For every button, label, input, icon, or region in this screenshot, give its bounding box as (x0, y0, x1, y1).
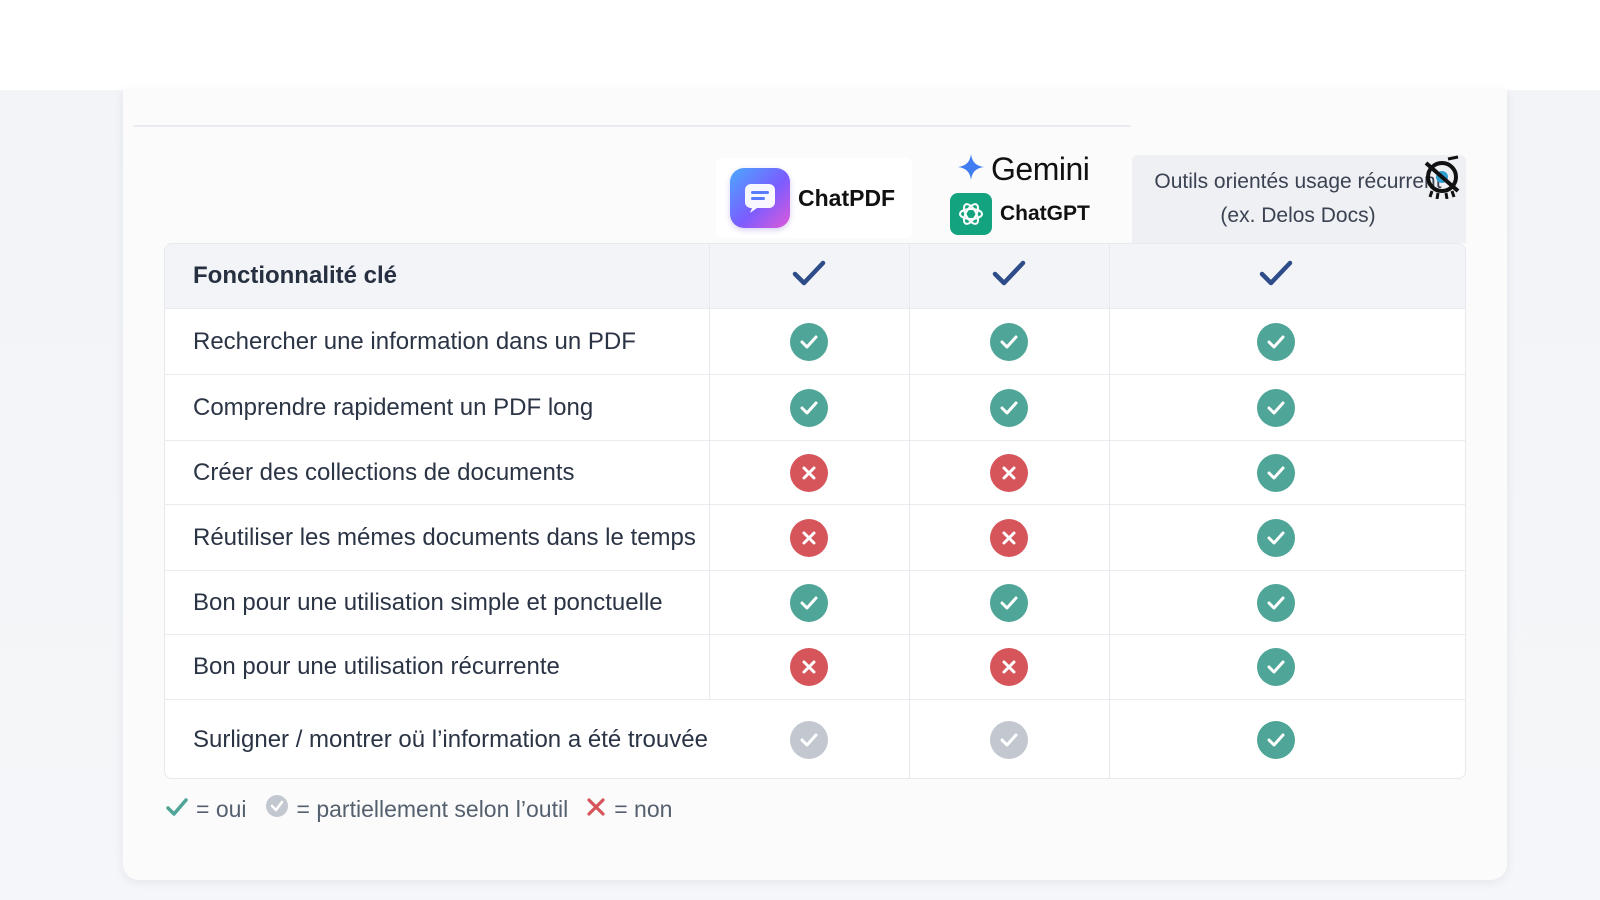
table-cell (909, 571, 1109, 634)
table-row: Bon pour une utilisation récurrente (165, 634, 1465, 699)
cross-circle-icon (790, 648, 828, 686)
check-circle-icon (1257, 322, 1295, 361)
check-circle-icon (1257, 721, 1295, 759)
check-icon (791, 259, 827, 294)
feature-label: Bon pour une utilisation simple et ponct… (193, 588, 663, 616)
cross-circle-icon (990, 453, 1028, 492)
table-cell (909, 309, 1109, 374)
column-header-chatpdf: ChatPDF (716, 158, 912, 238)
recurring-tools-label: Outils orientés usage récurrent (ex. Del… (1154, 170, 1442, 227)
legend-item-partial: = partiellement selon l’outil (265, 794, 569, 824)
table-cell (1109, 309, 1443, 374)
feature-label: Bon pour une utilisation récurrente (193, 653, 560, 680)
table-cell (909, 700, 1109, 778)
table-cell (709, 441, 909, 504)
divider (133, 125, 1131, 127)
legend: = oui = partiellement selon l’outil = no… (166, 792, 690, 826)
feature-label: Comprendre rapidement un PDF long (193, 393, 594, 421)
table-cell (1109, 635, 1443, 699)
chatpdf-logo-icon (730, 168, 790, 228)
column-divider (909, 244, 910, 778)
table-cell (709, 505, 909, 570)
legend-partial-label: = partiellement selon l’outil (296, 795, 569, 822)
column-header-gemini: Gemini (957, 148, 1107, 190)
cross-circle-icon (990, 518, 1028, 557)
table-row: Rechercher une information dans un PDF (165, 308, 1465, 374)
check-circle-icon (790, 322, 828, 361)
table-row: Créer des collections de documents (165, 440, 1465, 504)
table-cell (709, 309, 909, 374)
chatgpt-label: ChatGPT (1000, 202, 1090, 225)
table-cell (1109, 244, 1443, 308)
legend-yes-label: = oui (196, 795, 247, 822)
comparison-table: Fonctionnalité clé Rechercher une informa… (164, 243, 1466, 779)
cross-circle-icon (990, 648, 1028, 686)
check-circle-icon (790, 388, 828, 427)
chatgpt-logo-icon (950, 193, 992, 235)
table-cell (909, 505, 1109, 570)
legend-item-no: = non (586, 796, 672, 823)
table-cell (709, 571, 909, 634)
cross-circle-icon (790, 518, 828, 557)
legend-no-label: = non (614, 795, 673, 822)
feature-label: Rechercher une information dans un PDF (193, 327, 636, 355)
column-header-recurring-tools: Outils orientés usage récurrent (ex. Del… (1132, 155, 1466, 243)
check-circle-icon (990, 583, 1028, 622)
table-cell (1109, 700, 1443, 778)
check-icon (166, 796, 188, 823)
column-divider (1109, 244, 1110, 778)
table-cell (709, 635, 909, 699)
chatpdf-label: ChatPDF (798, 184, 896, 211)
gemini-label: Gemini (991, 150, 1090, 187)
check-circle-icon (990, 322, 1028, 361)
check-circle-icon (1257, 583, 1295, 622)
check-circle-icon (1257, 648, 1295, 686)
feature-label: Surligner / montrer oü l’information a é… (193, 726, 708, 753)
column-divider (709, 244, 710, 699)
delos-docs-logo-icon (1418, 155, 1466, 200)
table-cell (709, 700, 909, 778)
check-icon (991, 259, 1027, 294)
partial-check-icon (790, 721, 828, 759)
table-cell (909, 244, 1109, 308)
cross-icon (586, 796, 606, 823)
check-circle-icon (990, 388, 1028, 427)
table-row: Surligner / montrer oü l’information a é… (165, 699, 1465, 778)
feature-label: Créer des collections de documents (193, 458, 575, 486)
table-cell (1109, 375, 1443, 440)
table-cell (909, 441, 1109, 504)
check-circle-icon (1257, 388, 1295, 427)
feature-column-header: Fonctionnalité clé (193, 262, 398, 289)
table-row: Réutiliser les mémes documents dans le t… (165, 504, 1465, 570)
legend-item-yes: = oui (166, 796, 247, 823)
table-cell (709, 244, 909, 308)
table-row: Comprendre rapidement un PDF long (165, 374, 1465, 440)
table-row: Bon pour une utilisation simple et ponct… (165, 570, 1465, 634)
table-cell (909, 635, 1109, 699)
feature-label: Réutiliser les mémes documents dans le t… (193, 523, 696, 551)
check-circle-icon (790, 583, 828, 622)
partial-check-icon (990, 721, 1028, 759)
table-cell (1109, 441, 1443, 504)
table-cell (1109, 571, 1443, 634)
column-header-chatgpt: ChatGPT (950, 192, 1110, 236)
table-cell (909, 375, 1109, 440)
table-cell (1109, 505, 1443, 570)
partial-check-icon (265, 794, 289, 824)
table-cell (709, 375, 909, 440)
check-icon (1258, 259, 1294, 294)
check-circle-icon (1257, 453, 1295, 492)
table-header-row: Fonctionnalité clé (165, 244, 1465, 308)
gemini-sparkle-icon (957, 153, 985, 186)
check-circle-icon (1257, 518, 1295, 557)
cross-circle-icon (790, 453, 828, 492)
